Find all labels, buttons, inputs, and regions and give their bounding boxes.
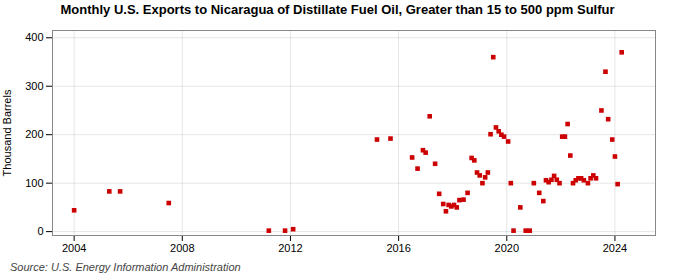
svg-text:0: 0	[37, 225, 43, 237]
svg-text:400: 400	[25, 31, 43, 43]
svg-text:2016: 2016	[386, 242, 410, 254]
svg-text:2004: 2004	[62, 242, 86, 254]
svg-text:2024: 2024	[603, 242, 627, 254]
html-text:Source: U.S. Energy Informatio: Source: U.S. Energy Information Administ…	[10, 261, 241, 273]
svg-text:Thousand Barrels: Thousand Barrels	[1, 89, 13, 176]
svg-text:2012: 2012	[278, 242, 302, 254]
svg-text:300: 300	[25, 80, 43, 92]
svg-text:2020: 2020	[495, 242, 519, 254]
svg-text:100: 100	[25, 177, 43, 189]
html-text:Monthly U.S. Exports to Nicara: Monthly U.S. Exports to Nicaragua of Dis…	[60, 2, 615, 17]
svg-text:2008: 2008	[170, 242, 194, 254]
svg-text:200: 200	[25, 128, 43, 140]
